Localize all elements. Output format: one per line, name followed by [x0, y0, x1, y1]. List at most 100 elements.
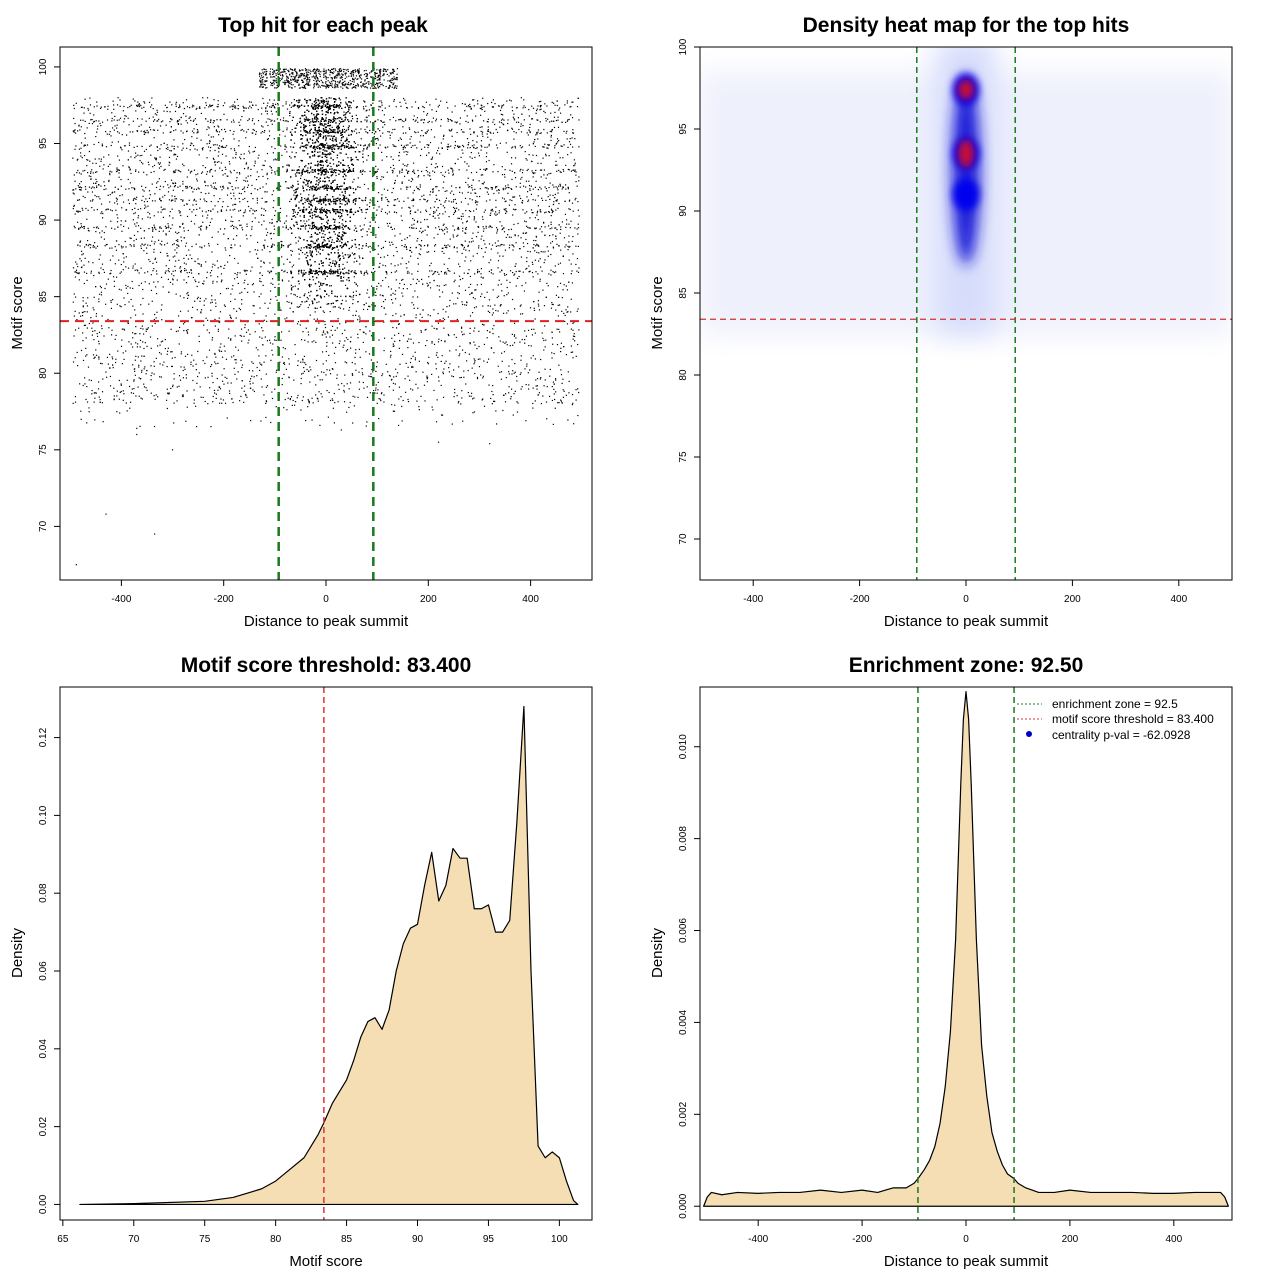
- scatter-point: [546, 132, 548, 134]
- scatter-point: [171, 104, 173, 106]
- scatter-point: [452, 201, 455, 203]
- scatter-point: [181, 149, 183, 151]
- scatter-point: [535, 112, 537, 114]
- scatter-point: [239, 272, 241, 274]
- scatter-point: [212, 182, 215, 184]
- scatter-point: [253, 291, 255, 293]
- scatter-point: [85, 188, 87, 190]
- scatter-point: [481, 323, 484, 325]
- scatter-point: [226, 377, 228, 380]
- scatter-point: [568, 192, 570, 194]
- scatter-point: [202, 282, 204, 285]
- scatter-point: [505, 208, 507, 210]
- scatter-point: [76, 351, 78, 354]
- scatter-point: [284, 120, 286, 122]
- scatter-point: [100, 291, 103, 293]
- scatter-point: [182, 143, 184, 145]
- scatter-point: [506, 294, 508, 296]
- scatter-point: [369, 221, 371, 223]
- scatter-point: [140, 245, 142, 247]
- scatter-point: [471, 367, 473, 369]
- scatter-point: [152, 166, 154, 168]
- scatter-point: [358, 381, 360, 383]
- scatter-point: [82, 305, 84, 307]
- scatter-point: [409, 142, 411, 144]
- scatter-point: [136, 130, 138, 132]
- scatter-point: [281, 154, 283, 157]
- scatter-point: [554, 147, 556, 149]
- scatter-point: [123, 118, 126, 120]
- scatter-point: [265, 183, 267, 185]
- scatter-point: [451, 375, 453, 377]
- scatter-point: [122, 269, 124, 271]
- scatter-point: [86, 385, 88, 388]
- scatter-point: [366, 116, 368, 118]
- scatter-point: [420, 211, 422, 213]
- scatter-point: [248, 150, 250, 152]
- scatter-point: [515, 121, 518, 123]
- scatter-point: [470, 392, 473, 394]
- scatter-point: [577, 271, 580, 273]
- scatter-point: [265, 121, 267, 123]
- scatter-point: [170, 131, 172, 133]
- scatter-point: [424, 146, 426, 148]
- scatter-point: [239, 156, 241, 158]
- scatter-point: [127, 117, 129, 119]
- scatter-point: [536, 212, 538, 214]
- scatter-point: [550, 214, 552, 217]
- scatter-point: [455, 336, 457, 339]
- scatter-point: [447, 107, 449, 109]
- scatter-point: [380, 210, 383, 213]
- scatter-point: [420, 244, 422, 246]
- scatter-point: [195, 200, 197, 202]
- scatter-point: [276, 187, 278, 189]
- scatter-point: [157, 129, 159, 131]
- scatter-point: [108, 133, 110, 135]
- scatter-point: [115, 170, 118, 173]
- scatter-point: [141, 355, 143, 357]
- scatter-point: [498, 121, 501, 123]
- scatter-point: [109, 385, 112, 387]
- scatter-point: [196, 285, 198, 288]
- scatter-point: [85, 243, 88, 246]
- scatter-point: [411, 366, 413, 368]
- scatter-point: [355, 128, 357, 130]
- scatter-point: [317, 251, 320, 253]
- scatter-point: [243, 282, 245, 284]
- scatter-point: [422, 135, 424, 137]
- scatter-point: [443, 284, 445, 287]
- scatter-point: [500, 283, 502, 285]
- scatter-point: [405, 246, 407, 249]
- scatter-point: [452, 213, 455, 216]
- scatter-point: [502, 189, 504, 191]
- scatter-point: [282, 245, 285, 247]
- scatter-point: [236, 177, 238, 179]
- scatter-point: [270, 238, 272, 240]
- scatter-point: [504, 168, 506, 171]
- scatter-point: [281, 256, 283, 258]
- scatter-point: [190, 170, 192, 173]
- scatter-point: [286, 271, 288, 274]
- scatter-point: [336, 327, 338, 329]
- scatter-point: [120, 383, 122, 385]
- scatter-point: [486, 191, 488, 193]
- scatter-point: [524, 232, 527, 234]
- scatter-point: [340, 152, 342, 154]
- scatter-point: [101, 121, 104, 123]
- scatter-point: [543, 110, 545, 112]
- scatter-point: [528, 115, 530, 117]
- scatter-point: [74, 296, 77, 298]
- scatter-point: [366, 289, 369, 291]
- scatter-point: [540, 251, 542, 253]
- scatter-point: [185, 282, 188, 284]
- scatter-point: [354, 257, 356, 259]
- scatter-point: [453, 369, 455, 371]
- scatter-point: [116, 221, 119, 223]
- scatter-point: [102, 268, 104, 271]
- scatter-point: [441, 228, 443, 230]
- scatter-point: [185, 242, 187, 244]
- scatter-point: [317, 215, 319, 217]
- scatter-point: [164, 338, 166, 341]
- scatter-point: [108, 180, 110, 183]
- scatter-point: [111, 192, 113, 194]
